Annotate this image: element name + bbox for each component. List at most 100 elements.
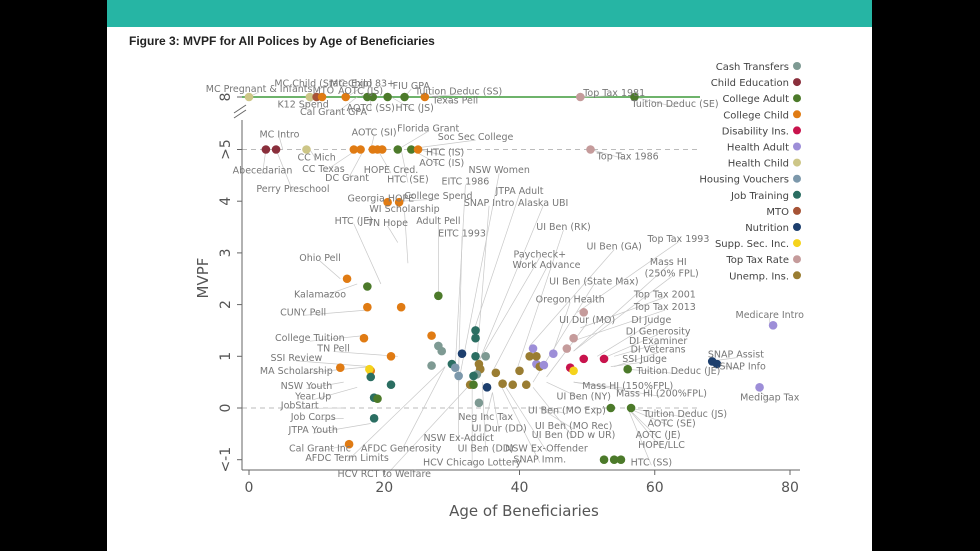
point-label: UI Ben (NY) <box>556 392 611 403</box>
point-label: HTC (SS) <box>631 457 673 468</box>
point-label: HTC (IS) <box>426 148 464 159</box>
data-point <box>383 92 392 102</box>
leader-line <box>580 95 615 98</box>
point-label: Top Tax 2013 <box>633 302 696 313</box>
point-label: MC Child (State Exp) <box>274 79 372 90</box>
point-label: Mass HI (200%FPL) <box>616 389 707 400</box>
data-point <box>599 354 609 364</box>
leader-line <box>400 366 446 452</box>
point-label: JobStart <box>280 400 319 411</box>
leader-line <box>590 149 628 161</box>
point-label: MA Scholarship <box>260 366 333 377</box>
leader-line <box>296 366 371 375</box>
data-point <box>394 197 404 207</box>
data-point <box>393 145 403 154</box>
legend-label: Cash Transfers <box>716 62 789 73</box>
point-label: NSW Youth <box>281 381 333 392</box>
leader-line <box>597 322 652 357</box>
point-label: UI Dur (MO) <box>559 315 615 326</box>
legend-label: College Adult <box>722 94 789 105</box>
point-label: Cal Grant GPA <box>300 107 367 118</box>
x-tick-label: 0 <box>245 480 254 496</box>
point-label: Work Advance <box>513 260 581 271</box>
data-point <box>515 366 524 376</box>
data-point <box>342 274 352 284</box>
leader-line <box>346 86 363 98</box>
leader-line <box>573 264 669 352</box>
point-label: MC Pregnant & Infants <box>206 84 313 95</box>
data-point <box>498 379 507 389</box>
point-label: Kalamazoo <box>294 289 346 300</box>
data-point <box>630 92 639 102</box>
point-label: Perry Preschool <box>256 184 329 195</box>
point-label: NSW Ex-Offender <box>505 443 588 454</box>
data-point <box>586 145 595 154</box>
leader-line <box>296 360 371 367</box>
data-point <box>532 352 541 361</box>
leader-line <box>417 149 446 156</box>
point-label: SNAP Info <box>719 362 766 373</box>
leader-line <box>492 267 547 372</box>
point-label: UI Ben (DD) <box>458 443 514 454</box>
data-point <box>609 455 619 465</box>
leader-line <box>627 407 686 418</box>
leader-line <box>333 96 358 116</box>
leader-line <box>346 366 446 462</box>
point-label: TN Hope <box>366 218 408 229</box>
legend-marker <box>793 142 801 151</box>
point-label: UI Ben (MO Rec) <box>535 421 613 432</box>
data-point <box>407 145 416 154</box>
point-label: Cal Grant Inc <box>289 443 351 454</box>
x-tick-label: 20 <box>375 480 393 496</box>
point-label: DI Generosity <box>626 326 691 337</box>
point-label: UI Ben (MO Exp) <box>528 406 606 417</box>
point-label: Abecedarian <box>233 166 293 177</box>
legend-label: Unemp. Ins. <box>729 271 789 282</box>
data-point <box>366 372 376 382</box>
point-label: UI Ben (RK) <box>536 222 590 233</box>
leader-line <box>573 309 666 342</box>
leader-line <box>319 283 358 298</box>
data-point <box>271 145 281 154</box>
x-tick-label: 40 <box>511 480 529 496</box>
point-label: HOPE Cred. <box>364 165 419 176</box>
point-label: JTPA Adult <box>495 186 544 197</box>
point-label: Tuition Deduc (SS) <box>414 87 502 98</box>
point-label: K12 Spend <box>277 100 328 111</box>
leader-line <box>387 225 399 243</box>
leader-line <box>458 236 463 372</box>
leader-line <box>424 94 459 98</box>
point-label: WI Scholarship <box>369 204 439 215</box>
leader-line <box>539 407 574 430</box>
leader-line <box>313 386 358 400</box>
point-label: HOPE/LLC <box>638 440 685 451</box>
data-point <box>579 308 589 317</box>
data-point <box>369 414 379 423</box>
leader-line <box>309 335 364 342</box>
y-tick-label: 1 <box>218 352 234 361</box>
legend-label: Health Child <box>728 159 789 170</box>
leader-line <box>481 382 487 452</box>
point-label: Top Tax 1981 <box>582 88 645 99</box>
point-label: MC Child 83+ <box>330 79 395 90</box>
leader-line <box>390 96 415 112</box>
data-point <box>469 380 478 390</box>
data-point <box>244 92 254 102</box>
data-point <box>469 371 478 381</box>
data-point <box>386 352 396 361</box>
point-label: SNAP Intro <box>464 198 515 209</box>
leader-line <box>610 361 645 367</box>
axis-break-mark <box>233 104 247 114</box>
point-label: AOTC (SI) <box>352 127 397 138</box>
point-label: Tuition Deduc (SE) <box>630 99 718 110</box>
legend-marker <box>793 126 801 135</box>
leader-line <box>607 334 659 357</box>
data-point <box>471 326 480 335</box>
point-label: College Spend <box>404 191 472 202</box>
point-label: DI Examiner <box>629 336 687 347</box>
point-label: MTO <box>313 85 334 96</box>
point-label: JTPA Youth <box>288 425 338 436</box>
leader-line <box>377 149 392 174</box>
point-label: UI Ben (GA) <box>586 242 641 253</box>
leader-line <box>397 131 429 150</box>
